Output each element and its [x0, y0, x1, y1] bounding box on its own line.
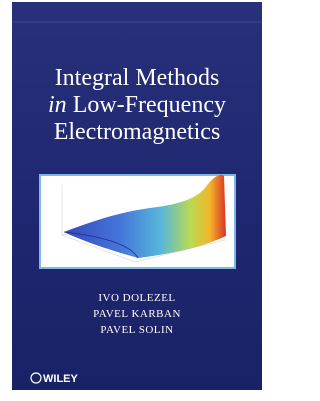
publisher-name: WILEY	[43, 373, 78, 385]
author: PAVEL KARBAN	[93, 308, 181, 320]
title-italic: in	[48, 92, 67, 118]
author: IVO DOLEZEL	[98, 292, 175, 304]
cover-illustration	[40, 175, 235, 268]
author: PAVEL SOLIN	[100, 324, 173, 336]
title-line: Electromagnetics	[54, 119, 221, 145]
title-line: in Low-Frequency	[48, 92, 226, 118]
page: Integral Methods in Low-Frequency Electr…	[0, 0, 270, 401]
book-cover: Integral Methods in Low-Frequency Electr…	[0, 0, 270, 401]
title-line: Integral Methods	[55, 65, 220, 91]
title-text: Low-Frequency	[73, 92, 226, 118]
